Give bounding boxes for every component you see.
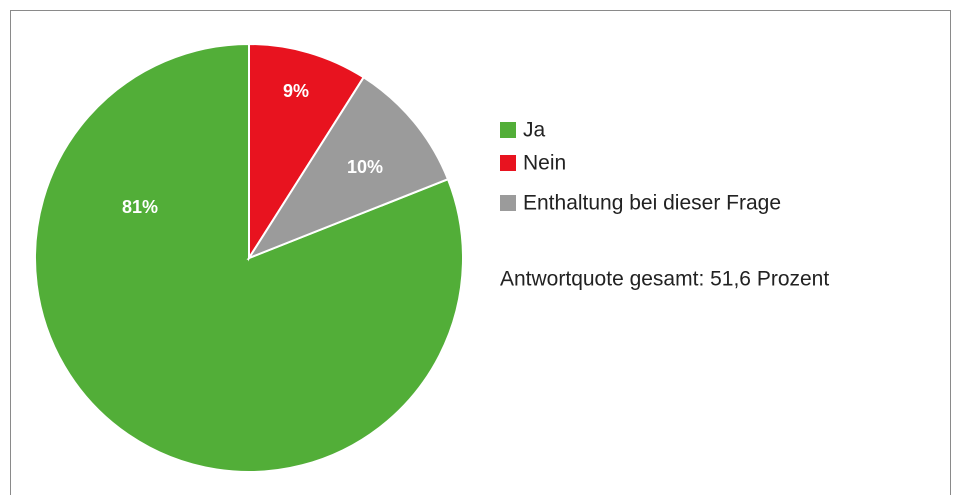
pie-slice	[248, 42, 366, 262]
legend-label: Nein	[523, 152, 566, 175]
legend-swatch	[500, 122, 516, 138]
data-label: 81%	[122, 197, 158, 217]
pie-slice	[246, 75, 450, 261]
legend-label: Enthaltung bei dieser Frage	[523, 192, 781, 215]
legend-swatch	[500, 155, 516, 171]
data-label: 10%	[347, 157, 383, 177]
legend-label: Ja	[523, 119, 546, 142]
annotation: Antwortquote gesamt: 51,6 Prozent	[500, 268, 829, 291]
data-label: 9%	[283, 81, 309, 101]
legend-swatch	[500, 195, 516, 211]
